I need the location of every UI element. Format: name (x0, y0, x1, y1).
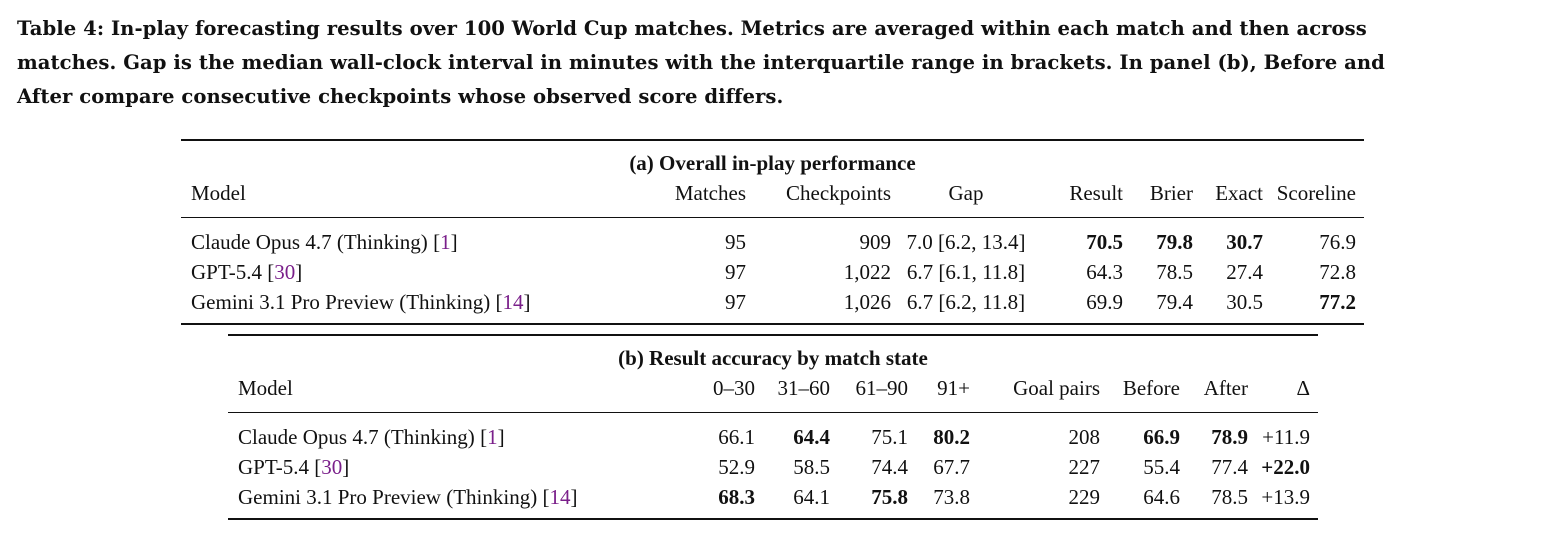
matches-cell: 97 (725, 290, 746, 314)
col-header-61-90: 61–90 (830, 370, 908, 413)
acc-61-90-cell: 75.8 (871, 485, 908, 509)
table-row: Claude Opus 4.7 (Thinking) [1] 66.1 64.4… (228, 413, 1318, 453)
col-header-31-60: 31–60 (755, 370, 830, 413)
col-header-matches: Matches (636, 175, 746, 218)
gap-cell: 7.0 [6.2, 13.4] (906, 230, 1026, 254)
brier-cell: 79.8 (1156, 230, 1193, 254)
before-cell: 55.4 (1143, 455, 1180, 479)
citation-link[interactable]: 14 (502, 290, 524, 314)
col-header-model: Model (181, 175, 636, 218)
col-header-checkpoints: Checkpoints (746, 175, 891, 218)
acc-91-plus-cell: 67.7 (933, 455, 970, 479)
panel-a-title: (a) Overall in-play performance (629, 151, 916, 175)
col-header-91-plus: 91+ (908, 370, 970, 413)
brier-cell: 79.4 (1156, 290, 1193, 314)
acc-0-30-cell: 52.9 (718, 455, 755, 479)
model-name: GPT-5.4 [30] (238, 455, 350, 479)
col-header-goal-pairs: Goal pairs (970, 370, 1100, 413)
checkpoints-cell: 1,026 (843, 290, 891, 314)
checkpoints-cell: 909 (859, 230, 892, 254)
citation-link[interactable]: 14 (549, 485, 571, 509)
panel-b-title: (b) Result accuracy by match state (618, 346, 928, 370)
after-cell: 78.5 (1211, 485, 1248, 509)
col-header-model: Model (228, 370, 683, 413)
acc-61-90-cell: 74.4 (871, 455, 908, 479)
delta-cell: +13.9 (1261, 485, 1310, 509)
model-name: Gemini 3.1 Pro Preview (Thinking) [14] (191, 290, 531, 314)
model-name: Claude Opus 4.7 (Thinking) [1] (191, 230, 458, 254)
gap-cell: 6.7 [6.2, 11.8] (906, 290, 1026, 314)
table-row: GPT-5.4 [30] 52.9 58.5 74.4 67.7 227 55.… (228, 452, 1318, 482)
table-row: Claude Opus 4.7 (Thinking) [1] 95 909 7.… (181, 218, 1364, 258)
model-name: GPT-5.4 [30] (191, 260, 303, 284)
acc-91-plus-cell: 73.8 (933, 485, 970, 509)
citation-link[interactable]: 30 (274, 260, 296, 284)
col-header-result: Result (1041, 175, 1123, 218)
goal-pairs-cell: 227 (1068, 455, 1101, 479)
acc-0-30-cell: 68.3 (718, 485, 755, 509)
scoreline-cell: 77.2 (1319, 290, 1356, 314)
citation-link[interactable]: 1 (487, 425, 498, 449)
brier-cell: 78.5 (1156, 260, 1193, 284)
panel-b-header-row: Model 0–30 31–60 61–90 91+ Goal pairs Be… (228, 370, 1318, 413)
scoreline-cell: 72.8 (1319, 260, 1356, 284)
caption-line-1: Table 4: In-play forecasting results ove… (17, 17, 1367, 40)
col-header-brier: Brier (1123, 175, 1193, 218)
col-header-before: Before (1100, 370, 1180, 413)
after-cell: 77.4 (1211, 455, 1248, 479)
table-row: Gemini 3.1 Pro Preview (Thinking) [14] 6… (228, 482, 1318, 519)
panel-a-table: (a) Overall in-play performance Model Ma… (181, 139, 1364, 325)
table-row: Gemini 3.1 Pro Preview (Thinking) [14] 9… (181, 287, 1364, 324)
acc-31-60-cell: 64.1 (793, 485, 830, 509)
goal-pairs-cell: 208 (1068, 425, 1101, 449)
result-cell: 70.5 (1086, 230, 1123, 254)
exact-cell: 30.7 (1226, 230, 1263, 254)
goal-pairs-cell: 229 (1068, 485, 1101, 509)
col-header-0-30: 0–30 (683, 370, 755, 413)
acc-91-plus-cell: 80.2 (933, 425, 970, 449)
panel-b-table: (b) Result accuracy by match state Model… (228, 334, 1318, 520)
acc-0-30-cell: 66.1 (718, 425, 755, 449)
matches-cell: 97 (725, 260, 746, 284)
matches-cell: 95 (725, 230, 746, 254)
col-header-delta: Δ (1248, 370, 1318, 413)
checkpoints-cell: 1,022 (843, 260, 891, 284)
exact-cell: 30.5 (1226, 290, 1263, 314)
acc-61-90-cell: 75.1 (871, 425, 908, 449)
scoreline-cell: 76.9 (1319, 230, 1356, 254)
result-cell: 64.3 (1086, 260, 1123, 284)
citation-link[interactable]: 30 (321, 455, 343, 479)
panel-a-header-row: Model Matches Checkpoints Gap Result Bri… (181, 175, 1364, 218)
table-row: GPT-5.4 [30] 97 1,022 6.7 [6.1, 11.8] 64… (181, 257, 1364, 287)
after-cell: 78.9 (1211, 425, 1248, 449)
caption-line-2: matches. Gap is the median wall-clock in… (17, 51, 1385, 74)
col-header-scoreline: Scoreline (1263, 175, 1364, 218)
delta-cell: +22.0 (1261, 455, 1310, 479)
caption-line-3: After compare consecutive checkpoints wh… (17, 85, 784, 108)
col-header-exact: Exact (1193, 175, 1263, 218)
model-name: Gemini 3.1 Pro Preview (Thinking) [14] (238, 485, 578, 509)
delta-cell: +11.9 (1262, 425, 1310, 449)
before-cell: 66.9 (1143, 425, 1180, 449)
table-caption: Table 4: In-play forecasting results ove… (17, 12, 1532, 114)
gap-cell: 6.7 [6.1, 11.8] (906, 260, 1026, 284)
exact-cell: 27.4 (1226, 260, 1263, 284)
acc-31-60-cell: 58.5 (793, 455, 830, 479)
col-header-after: After (1180, 370, 1248, 413)
model-name: Claude Opus 4.7 (Thinking) [1] (238, 425, 505, 449)
citation-link[interactable]: 1 (440, 230, 451, 254)
result-cell: 69.9 (1086, 290, 1123, 314)
acc-31-60-cell: 64.4 (793, 425, 830, 449)
before-cell: 64.6 (1143, 485, 1180, 509)
col-header-gap: Gap (891, 175, 1041, 218)
